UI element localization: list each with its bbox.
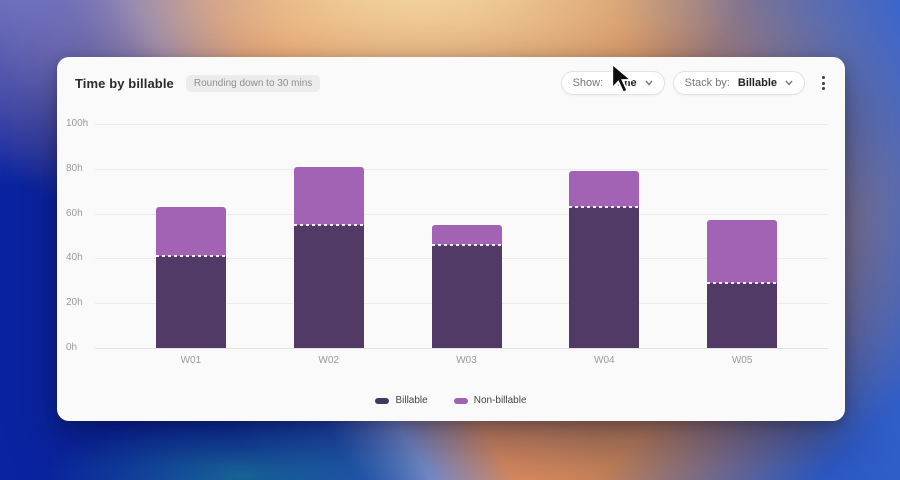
gridline: [95, 213, 828, 215]
x-axis-tick-label: W05: [731, 355, 753, 366]
stacked-bar-chart: 0h 20h 40h 60h 80h 100h W01 W02 W03 W04 W05: [57, 57, 845, 421]
bar-segment-billable[interactable]: [431, 244, 502, 348]
chart-legend: Billable Non-billable: [57, 395, 845, 406]
x-axis-tick-label: W01: [180, 355, 202, 366]
billable-swatch: [375, 397, 390, 404]
bar-segment-billable[interactable]: [707, 283, 778, 348]
y-axis-tick-label: 20h: [66, 297, 83, 309]
stack-by-dropdown-value: Billable: [737, 77, 777, 89]
stack-by-dropdown[interactable]: Stack by: Billable: [672, 71, 805, 95]
bar-segment-billable[interactable]: [569, 206, 640, 348]
mouse-cursor-icon: [610, 61, 634, 95]
segment-separator: [155, 255, 226, 258]
time-by-billable-card: Time by billable Rounding down to 30 min…: [57, 57, 845, 421]
legend-item-non-billable[interactable]: Non-billable: [453, 395, 527, 406]
bar-segment-non-billable[interactable]: [431, 224, 502, 245]
x-axis-tick-label: W04: [594, 355, 615, 366]
legend-label: Billable: [395, 395, 428, 406]
bar-segment-non-billable[interactable]: [569, 171, 640, 207]
y-axis-tick-label: 60h: [66, 207, 83, 219]
segment-separator: [431, 243, 502, 246]
legend-item-billable[interactable]: Billable: [375, 395, 428, 406]
card-header: Time by billable Rounding down to 30 min…: [75, 71, 831, 95]
gridline: [95, 168, 828, 170]
bar-segment-non-billable[interactable]: [293, 166, 364, 225]
y-axis-tick-label: 80h: [66, 162, 83, 174]
bar-segment-billable[interactable]: [293, 224, 364, 348]
segment-separator: [569, 205, 640, 208]
segment-separator: [707, 282, 778, 285]
y-axis-tick-label: 100h: [66, 118, 89, 129]
gridline: [95, 348, 828, 349]
kebab-menu-icon[interactable]: [815, 74, 831, 92]
show-dropdown-label: Show:: [572, 77, 604, 89]
y-axis-tick-label: 40h: [66, 252, 83, 264]
x-axis-tick-label: W02: [318, 355, 339, 366]
legend-label: Non-billable: [473, 395, 527, 406]
rounding-badge: Rounding down to 30 mins: [185, 74, 321, 92]
chevron-down-icon: [645, 80, 653, 86]
bar-segment-non-billable[interactable]: [155, 206, 226, 257]
x-axis-tick-label: W03: [456, 355, 477, 366]
bar-segment-non-billable[interactable]: [707, 220, 778, 284]
card-title: Time by billable: [75, 75, 174, 91]
non-billable-swatch: [453, 397, 468, 404]
bar-segment-billable[interactable]: [155, 256, 226, 348]
stack-by-dropdown-label: Stack by:: [684, 77, 730, 89]
segment-separator: [293, 223, 364, 226]
gridline: [95, 124, 828, 125]
y-axis-tick-label: 0h: [66, 342, 78, 353]
chevron-down-icon: [785, 80, 793, 86]
